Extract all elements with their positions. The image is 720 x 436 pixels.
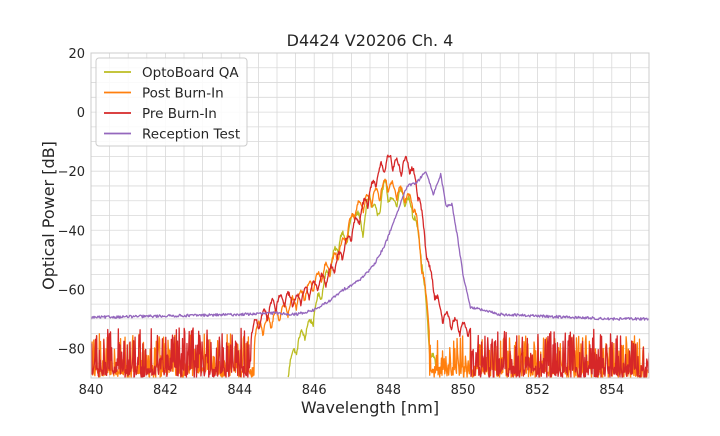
y-tick-label: 0 <box>77 106 85 121</box>
x-tick-label: 850 <box>451 383 476 398</box>
y-tick-label: −80 <box>58 342 85 357</box>
legend: OptoBoard QA Post Burn-In Pre Burn-In Recep… <box>95 57 248 147</box>
x-tick-label: 852 <box>525 383 550 398</box>
x-tick-label: 854 <box>599 383 624 398</box>
legend-box <box>95 57 248 147</box>
x-tick-label: 844 <box>227 383 252 398</box>
x-tick-label: 846 <box>302 383 327 398</box>
series-line <box>287 179 438 378</box>
x-tick-label: 842 <box>153 383 178 398</box>
x-tick-label: 840 <box>79 383 104 398</box>
legend-label: Post Burn-In <box>142 86 224 102</box>
legend-label: Pre Burn-In <box>142 106 217 122</box>
legend-label: Reception Test <box>142 127 240 143</box>
x-axis-label: Wavelength [nm] <box>301 398 439 417</box>
y-axis-label: Optical Power [dB] <box>39 141 58 290</box>
x-tick-label: 848 <box>376 383 401 398</box>
legend-label: OptoBoard QA <box>142 65 239 81</box>
tick-labels: 840 842 844 846 848 850 852 854 20 0 −20 −40 −60 −80 <box>58 47 625 398</box>
chart-title: D4424 V20206 Ch. 4 <box>287 31 454 50</box>
y-tick-label: −60 <box>58 283 85 298</box>
series-line <box>91 171 649 321</box>
series-layer <box>91 154 649 378</box>
plot-frame <box>90 52 650 379</box>
y-tick-label: −40 <box>58 224 85 239</box>
y-tick-label: −20 <box>58 165 85 180</box>
y-tick-label: 20 <box>68 47 85 62</box>
series-line <box>91 154 649 378</box>
